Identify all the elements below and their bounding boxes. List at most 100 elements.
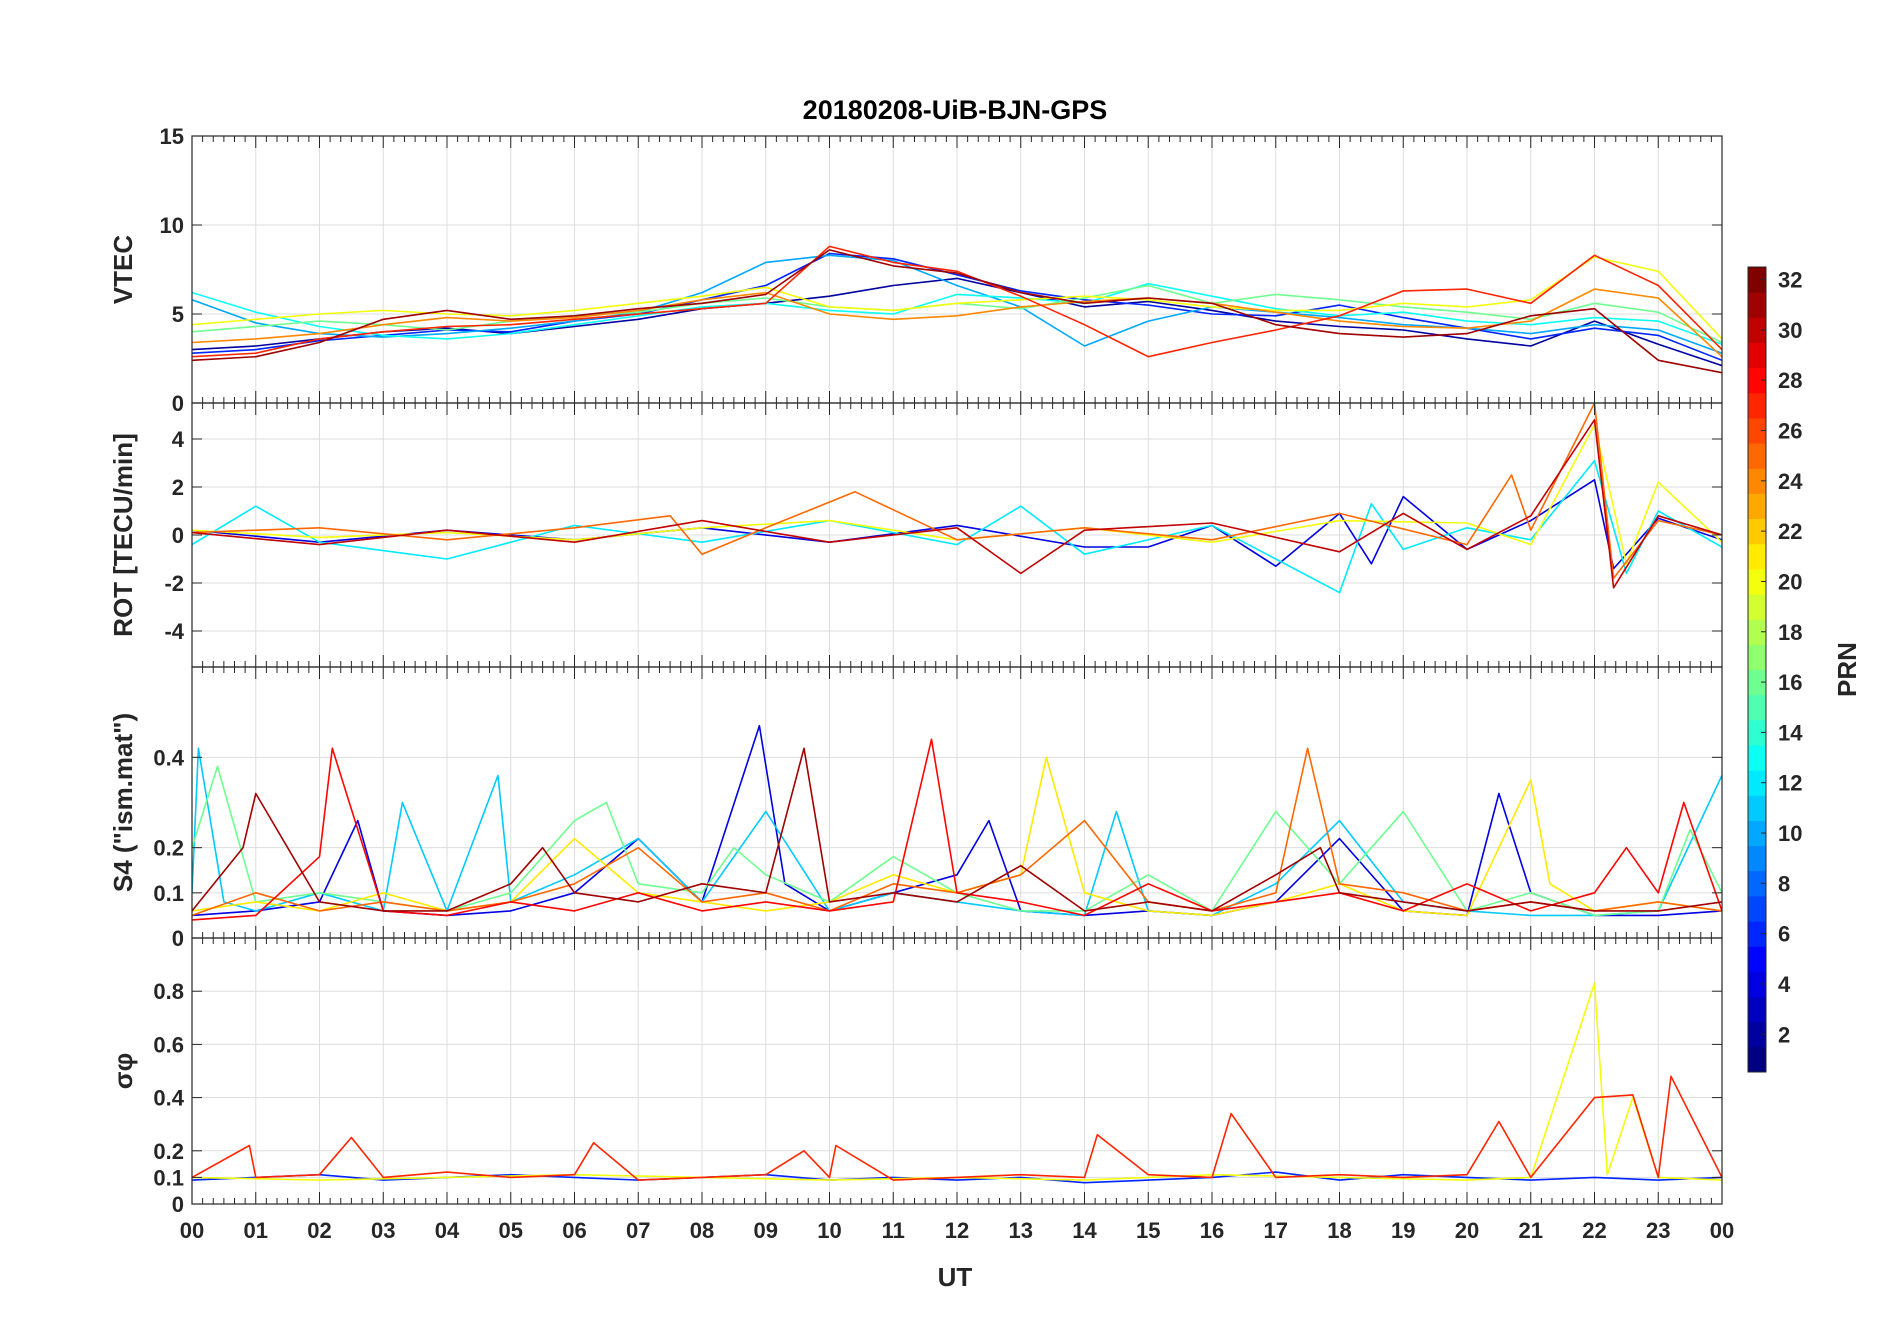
y-tick-label: 0: [172, 926, 184, 951]
x-tick-label: 17: [1264, 1218, 1288, 1243]
series-group: [192, 245, 1722, 374]
x-tick-label: 10: [817, 1218, 841, 1243]
series-line-prn-2: [192, 277, 1722, 367]
colorbar-segment: [1748, 518, 1766, 545]
x-tick-label: 07: [626, 1218, 650, 1243]
series-group: [192, 403, 1722, 594]
colorbar-segment: [1748, 719, 1766, 746]
colorbar-segment: [1748, 694, 1766, 721]
colorbar-frame: [1747, 266, 1767, 1073]
y-tick-label: 10: [160, 213, 184, 238]
colorbar-segment: [1748, 568, 1766, 595]
x-tick-label: 23: [1646, 1218, 1670, 1243]
colorbar-segment: [1748, 392, 1766, 419]
series-line-prn-31: [192, 747, 1722, 912]
y-tick-label: 2: [172, 475, 184, 500]
y-axis-title: σφ: [108, 1053, 138, 1089]
series-line-prn-30: [192, 419, 1722, 589]
colorbar-segment: [1748, 543, 1766, 570]
x-tick-label: 11: [882, 1218, 905, 1243]
x-tick-label: 09: [754, 1218, 778, 1243]
colorbar-tick-label: 6: [1778, 922, 1790, 947]
series-line-prn-27: [192, 1075, 1722, 1181]
x-tick-label: 20: [1455, 1218, 1479, 1243]
x-tick-label: 19: [1391, 1218, 1415, 1243]
colorbar-label: PRN: [1832, 642, 1862, 697]
colorbar-tick-label: 8: [1778, 871, 1790, 896]
x-tick-label: 00: [1710, 1218, 1734, 1243]
series-line-prn-20: [192, 256, 1722, 340]
colorbar-segment: [1748, 292, 1766, 318]
colorbar-tick-label: 14: [1778, 720, 1803, 745]
series-line-prn-27: [192, 245, 1722, 358]
x-tick-label: 14: [1072, 1218, 1097, 1243]
colorbar-segment: [1748, 996, 1766, 1023]
x-tick-label: 15: [1136, 1218, 1160, 1243]
panel-4: 00.10.2 0.4 0.6 0.8 σφ: [108, 937, 1723, 1217]
colorbar-tick-label: 28: [1778, 368, 1802, 393]
x-axis-title: UT: [938, 1262, 973, 1292]
colorbar-segment: [1748, 971, 1766, 998]
colorbar-tick-label: 30: [1778, 318, 1802, 343]
colorbar-segment: [1748, 820, 1766, 847]
x-tick-label: 03: [371, 1218, 395, 1243]
x-tick-label: 05: [499, 1218, 523, 1243]
y-tick-label: -4: [164, 619, 184, 644]
colorbar-segment: [1748, 1046, 1766, 1073]
colorbar-segment: [1748, 669, 1766, 696]
y-tick-label: 0.8: [153, 979, 184, 1004]
colorbar-segment: [1748, 468, 1766, 494]
colorbar-segment: [1748, 870, 1766, 897]
colorbar-segment: [1748, 443, 1766, 469]
x-tick-label: 13: [1009, 1218, 1033, 1243]
x-tick-label: 21: [1519, 1218, 1543, 1243]
colorbar-segment: [1748, 795, 1766, 821]
colorbar-segment: [1748, 644, 1766, 670]
y-tick-label: 0.4: [153, 745, 184, 770]
x-tick-label: 04: [435, 1218, 460, 1243]
colorbar-segment: [1748, 1021, 1766, 1048]
y-axis-title: S4 ("ism.mat"): [108, 713, 138, 892]
y-tick-label: 5: [172, 302, 184, 327]
colorbar-tick-label: 20: [1778, 569, 1802, 594]
y-tick-label: -2: [164, 571, 184, 596]
series-line-prn-31: [192, 249, 1722, 374]
colorbar-segment: [1748, 946, 1766, 972]
x-tick-label: 18: [1327, 1218, 1351, 1243]
colorbar-segment: [1748, 845, 1766, 872]
x-tick-label: 12: [945, 1218, 969, 1243]
y-tick-label: 4: [172, 427, 185, 452]
colorbar-tick-label: 26: [1778, 419, 1802, 444]
y-axis-title: ROT [TECU/min]: [108, 433, 138, 637]
y-tick-label: 15: [160, 124, 184, 149]
colorbar-tick-label: 16: [1778, 670, 1802, 695]
colorbar-tick-label: 10: [1778, 821, 1802, 846]
series-line-prn-25: [192, 403, 1722, 579]
x-tick-label: 16: [1200, 1218, 1224, 1243]
x-tick-label: 06: [562, 1218, 586, 1243]
panel-2: -4 -2 0 2 4 ROT [TECU/min]: [108, 402, 1723, 668]
colorbar-tick-label: 4: [1778, 972, 1791, 997]
colorbar-segment: [1748, 770, 1766, 796]
y-tick-label: 0.1: [153, 1165, 184, 1190]
colorbar-tick-label: 12: [1778, 771, 1802, 796]
y-tick-label: 0: [172, 391, 184, 416]
chart-title: 20180208-UiB-BJN-GPS: [803, 95, 1108, 125]
colorbar-segment: [1748, 619, 1766, 645]
y-tick-label: 0.1: [153, 881, 184, 906]
y-axis-title: VTEC: [108, 235, 138, 305]
y-tick-label: 0.4: [153, 1086, 184, 1111]
colorbar-segment: [1748, 367, 1766, 394]
colorbar-tick-label: 22: [1778, 519, 1802, 544]
colorbar-segment: [1748, 744, 1766, 771]
colorbar-tick-label: 24: [1778, 469, 1803, 494]
x-tick-label: 00: [180, 1218, 204, 1243]
y-tick-label: 0.2: [153, 1139, 184, 1164]
x-tick-label: 22: [1582, 1218, 1606, 1243]
y-tick-label: 0.6: [153, 1032, 184, 1057]
colorbar-tick-label: 18: [1778, 620, 1802, 645]
colorbar-segment: [1748, 921, 1766, 947]
series-line-prn-12: [192, 459, 1722, 594]
